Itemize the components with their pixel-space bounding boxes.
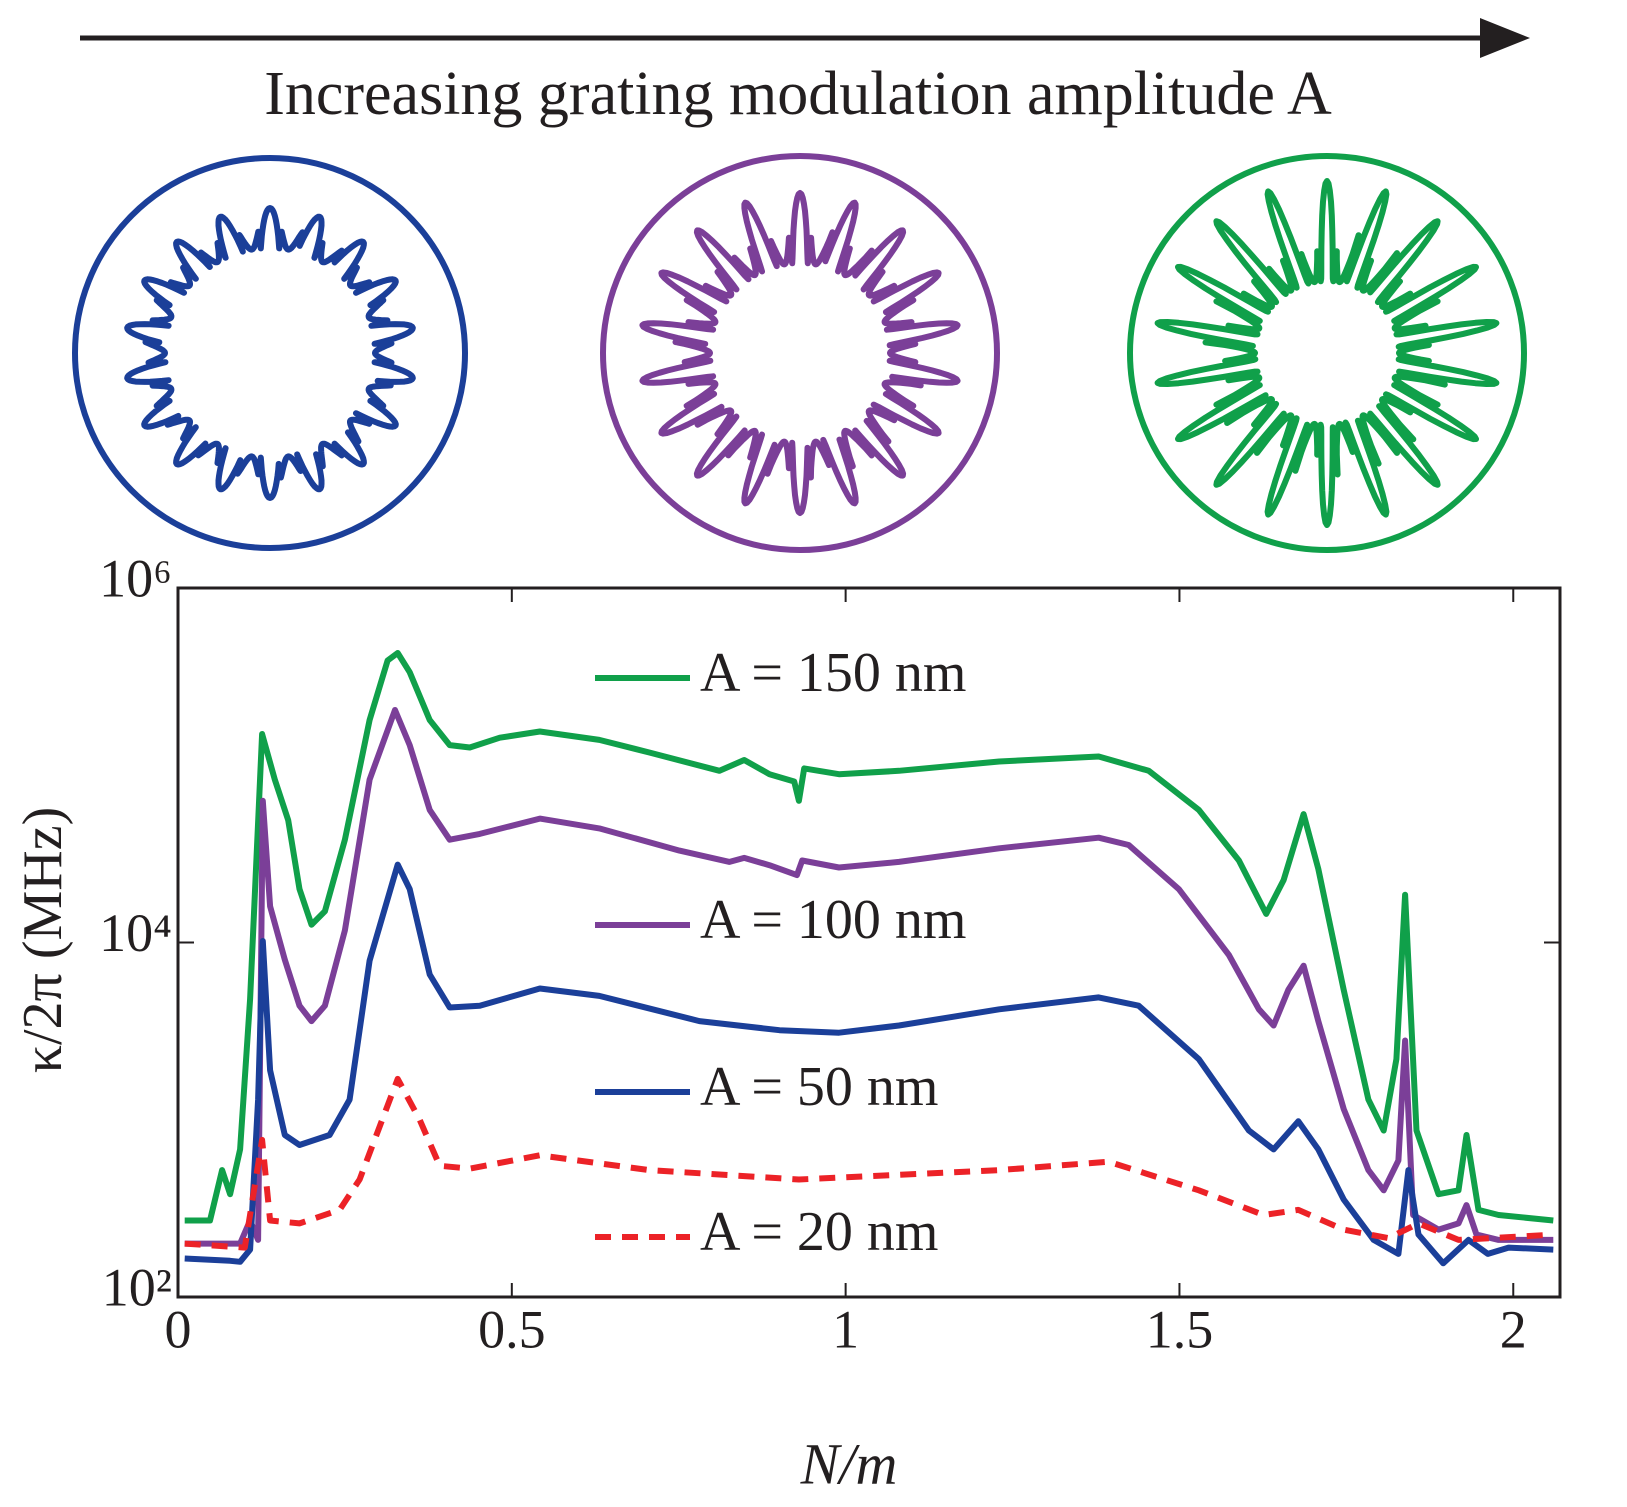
grating [124,205,416,501]
y-tick-label: 10⁶ [99,548,172,608]
ring-outer [600,153,1000,553]
series-line [184,1075,1554,1251]
legend-label: A = 150 nm [700,642,967,704]
plot-frame [176,586,1562,1299]
series-line [184,861,1554,1267]
x-axis-label: N/m [800,1431,898,1496]
ring-outer [1127,153,1527,553]
y-tick-label: 10⁴ [99,903,172,963]
legend-label: A = 50 nm [700,1056,939,1118]
series-line [184,707,1554,1247]
grating-illustrations [72,153,1527,553]
legend-label: A = 100 nm [700,889,967,951]
y-axis-label: κ/2π (MHz) [12,807,74,1073]
x-tick-label: 1.5 [1146,1299,1214,1359]
annotation: Increasing grating modulation amplitude … [264,60,1332,128]
grating [639,190,961,516]
x-tick-label: 2 [1500,1299,1527,1359]
grating [1154,178,1500,528]
x-tick-label: 0.5 [478,1299,546,1359]
series-line [184,650,1554,1224]
ring-outer [72,155,468,551]
x-tick-label: 1 [832,1299,859,1359]
x-tick-label: 0 [165,1299,192,1359]
y-tick-label: 10² [102,1257,172,1317]
legend-label: A = 20 nm [700,1201,939,1263]
